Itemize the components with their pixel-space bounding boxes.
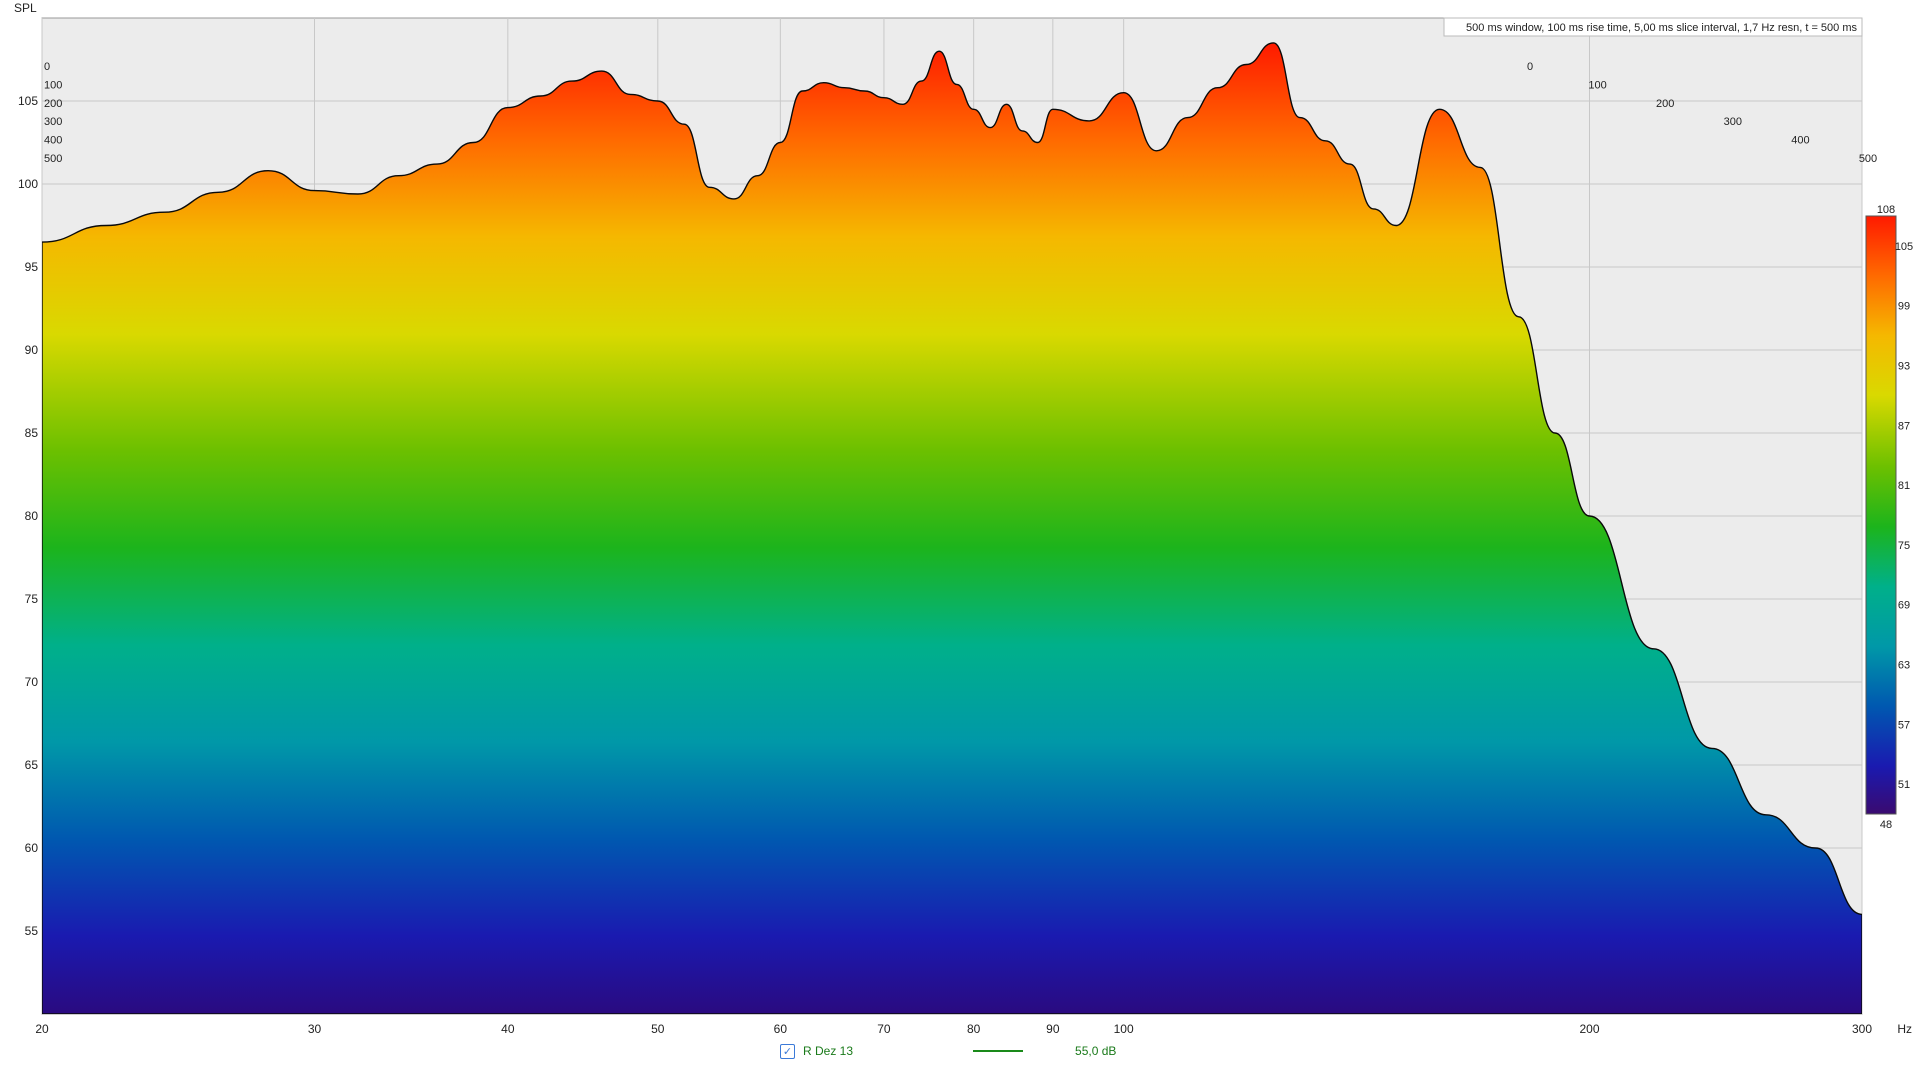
x-tick-label: 60 [774,1022,788,1036]
x-axis: 20 30 40 50 60 70 80 90 100 200 300 [35,1022,1872,1036]
time-axis-left-label: 300 [44,116,62,128]
y-tick-label: 80 [25,509,39,523]
legend-checkbox[interactable]: ✓ [780,1043,795,1059]
x-tick-label: 200 [1579,1022,1599,1036]
colorbar [1865,215,1897,815]
colorbar-tick-label: 57 [1898,719,1910,731]
colorbar-tick-label: 63 [1898,660,1910,672]
colorbar-tick-label: 99 [1898,301,1910,313]
y-tick-label: 90 [25,343,39,357]
x-tick-label: 80 [967,1022,981,1036]
waterfall-slices [42,42,1862,1014]
colorbar-tick-label: 81 [1898,480,1910,492]
legend: ✓ R Dez 13 55,0 dB [780,1040,1116,1062]
colorbar-tick-label: 48 [1880,819,1892,831]
y-axis: 55 60 65 70 75 80 85 90 95 100 105 [18,94,38,938]
y-tick-label: 55 [25,924,39,938]
waterfall-slice [42,42,1862,1014]
y-tick-label: 85 [25,426,39,440]
time-axis-right-label: 300 [1724,116,1742,128]
time-axis-right-label: 200 [1656,98,1674,110]
colorbar-tick-label: 75 [1898,540,1910,552]
colorbar-ticks: 51 57 63 69 75 81 87 93 99 105 108 48 [1877,204,1913,831]
y-tick-label: 100 [18,177,38,191]
legend-line-swatch [973,1050,1024,1052]
time-axis: 0 0 100 100 200 200 300 300 400 400 500 500 [44,61,1877,165]
colorbar-tick-label: 51 [1898,779,1910,791]
y-tick-label: 95 [25,260,39,274]
y-tick-label: 65 [25,758,39,772]
y-tick-label: 70 [25,675,39,689]
x-tick-label: 70 [877,1022,891,1036]
x-tick-label: 90 [1046,1022,1060,1036]
time-axis-left-label: 500 [44,153,62,165]
x-tick-label: 40 [501,1022,515,1036]
time-axis-left-label: 200 [44,98,62,110]
x-tick-label: 50 [651,1022,665,1036]
time-axis-right-label: 0 [1527,61,1533,73]
info-box [1443,17,1863,37]
y-tick-label: 75 [25,592,39,606]
x-tick-label: 300 [1852,1022,1872,1036]
x-tick-label: 30 [308,1022,322,1036]
legend-value: 55,0 dB [1075,1044,1117,1058]
colorbar-tick-label: 93 [1898,361,1910,373]
info-text: 500 ms window, 100 ms rise time, 5,00 ms… [1466,22,1857,34]
colorbar-tick-label: 108 [1877,204,1895,216]
y-tick-label: 60 [25,841,39,855]
time-axis-right-label: 100 [1588,79,1606,91]
colorbar-tick-label: 69 [1898,600,1910,612]
x-tick-label: 100 [1114,1022,1134,1036]
time-axis-left-label: 400 [44,135,62,147]
x-axis-unit: Hz [1897,1022,1912,1036]
time-axis-right-label: 500 [1859,153,1877,165]
legend-series-name: R Dez 13 [803,1044,854,1058]
colorbar-tick-label: 105 [1895,241,1913,253]
y-axis-label: SPL [14,1,37,15]
time-axis-left-label: 0 [44,61,50,73]
x-tick-label: 20 [35,1022,49,1036]
colorbar-tick-label: 87 [1898,420,1910,432]
time-axis-right-label: 400 [1791,135,1809,147]
y-tick-label: 105 [18,94,38,108]
time-axis-left-label: 100 [44,79,62,91]
